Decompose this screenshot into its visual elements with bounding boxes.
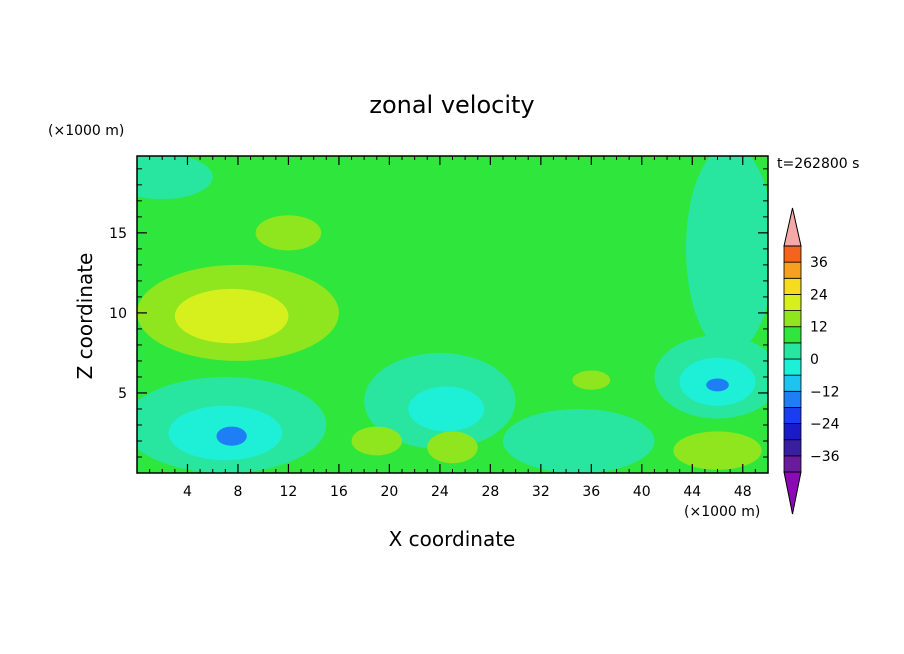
colorbar-band (783, 423, 802, 441)
colorbar-tick-label: 36 (810, 255, 828, 271)
x-tick-label: 48 (734, 484, 752, 500)
colorbar: 36 24 12 0 −12 −24 −36 (783, 207, 840, 515)
time-label: t=262800 s (777, 156, 859, 172)
contour-field (137, 156, 768, 473)
x-tick-label: 4 (183, 484, 192, 500)
y-unit-label: (×1000 m) (48, 123, 124, 139)
colorbar-band (783, 245, 802, 263)
contour-region-14 (502, 408, 655, 473)
x-tick-label: 20 (380, 484, 398, 500)
contour-region-17 (427, 431, 478, 464)
y-axis-label: Z coordinate (73, 253, 97, 380)
colorbar-under-arrow (783, 471, 802, 515)
colorbar-tick-label: −24 (810, 417, 840, 433)
x-tick-label: 28 (481, 484, 499, 500)
chart-title: zonal velocity (369, 91, 534, 119)
y-tick-label: 5 (118, 386, 127, 402)
x-tick-label: 8 (233, 484, 242, 500)
x-unit-label: (×1000 m) (684, 504, 760, 520)
colorbar-over-arrow (783, 207, 802, 247)
y-tick-label: 15 (109, 226, 127, 242)
colorbar-band (783, 374, 802, 392)
colorbar-band (783, 310, 802, 328)
colorbar-tick-label: 0 (810, 352, 819, 368)
colorbar-band (783, 358, 802, 376)
contour-region-16 (351, 426, 403, 456)
x-tick-label: 12 (280, 484, 298, 500)
colorbar-tick-label: 12 (810, 320, 828, 336)
y-ticks: 5 10 15 (109, 168, 768, 458)
colorbar-band (783, 455, 802, 473)
colorbar-tick-label: −36 (810, 449, 840, 465)
contour-region-0 (137, 156, 213, 200)
x-tick-label: 24 (431, 484, 449, 500)
colorbar-tick-label: −12 (810, 384, 840, 400)
contour-region-7 (216, 426, 247, 446)
colorbar-band (783, 261, 802, 279)
contour-region-1 (685, 156, 768, 353)
x-ticks: 4 8 12 16 20 24 28 32 36 40 44 48 (149, 156, 756, 500)
x-tick-label: 40 (633, 484, 651, 500)
x-tick-label: 16 (330, 484, 348, 500)
x-tick-label: 32 (532, 484, 550, 500)
colorbar-band (783, 294, 802, 311)
x-tick-label: 44 (683, 484, 701, 500)
contour-region-15 (572, 370, 611, 390)
colorbar-tick-label: 24 (810, 287, 828, 303)
colorbar-band (783, 390, 802, 408)
x-axis-label: X coordinate (389, 527, 516, 551)
colorbar-band (783, 342, 802, 360)
colorbar-band (783, 326, 802, 344)
contour-region-4 (255, 215, 322, 251)
x-tick-label: 36 (582, 484, 600, 500)
contour-region-12 (706, 378, 729, 392)
colorbar-band (783, 439, 802, 457)
colorbar-band (783, 277, 802, 295)
contour-region-13 (673, 431, 762, 470)
contour-region-3 (174, 288, 289, 344)
y-tick-label: 10 (109, 306, 127, 322)
colorbar-band (783, 407, 802, 424)
contour-region-9 (408, 386, 485, 432)
